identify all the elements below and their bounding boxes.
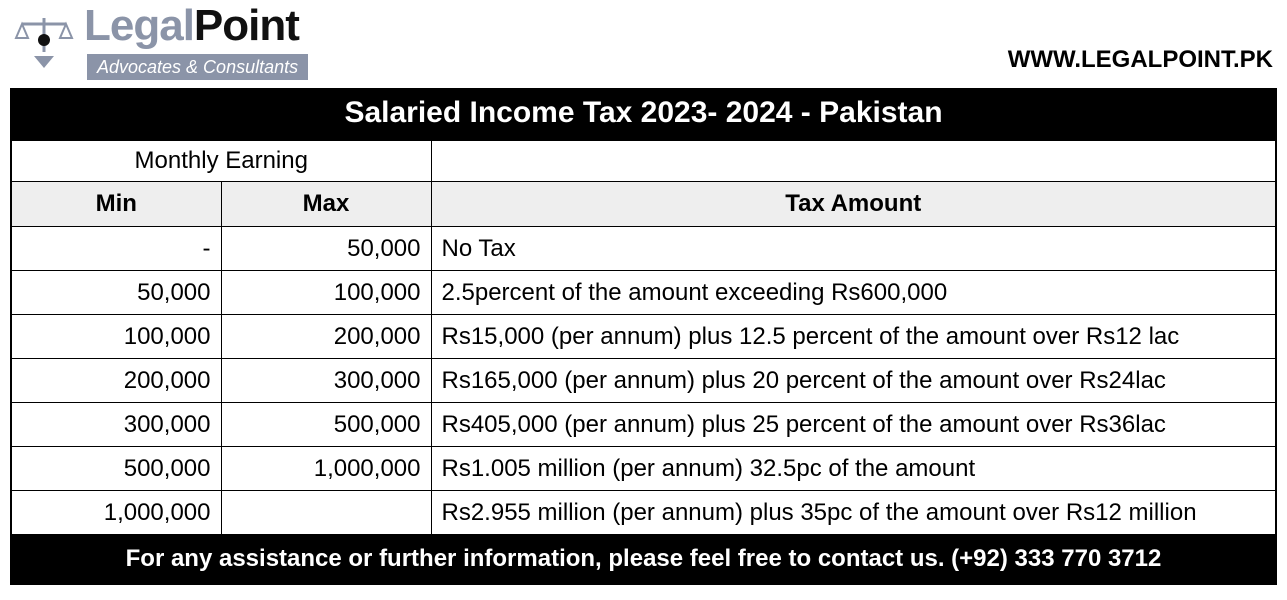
cell-max: 500,000	[221, 403, 431, 447]
cell-tax: Rs15,000 (per annum) plus 12.5 percent o…	[431, 315, 1276, 359]
cell-max: 300,000	[221, 359, 431, 403]
table-row: -50,000No Tax	[11, 227, 1276, 271]
cell-min: 100,000	[11, 315, 221, 359]
website-url: WWW.LEGALPOINT.PK	[1008, 46, 1273, 80]
cell-tax: No Tax	[431, 227, 1276, 271]
table-row: 50,000100,0002.5percent of the amount ex…	[11, 271, 1276, 315]
cell-max: 50,000	[221, 227, 431, 271]
group-header-earning: Monthly Earning	[11, 141, 431, 182]
cell-min: -	[11, 227, 221, 271]
cell-tax: 2.5percent of the amount exceeding Rs600…	[431, 271, 1276, 315]
tax-table: Salaried Income Tax 2023- 2024 - Pakista…	[10, 88, 1277, 585]
table-title: Salaried Income Tax 2023- 2024 - Pakista…	[11, 89, 1276, 141]
brand-logo: LegalPoint Advocates & Consultants	[14, 4, 311, 80]
cell-max: 100,000	[221, 271, 431, 315]
table-row: 300,000500,000Rs405,000 (per annum) plus…	[11, 403, 1276, 447]
cell-tax: Rs1.005 million (per annum) 32.5pc of th…	[431, 447, 1276, 491]
cell-min: 500,000	[11, 447, 221, 491]
cell-tax: Rs165,000 (per annum) plus 20 percent of…	[431, 359, 1276, 403]
table-row: 500,0001,000,000Rs1.005 million (per ann…	[11, 447, 1276, 491]
table-row: 200,000300,000Rs165,000 (per annum) plus…	[11, 359, 1276, 403]
brand-tagline: Advocates & Consultants	[84, 54, 311, 80]
brand-name: LegalPoint	[84, 4, 311, 48]
page-header: LegalPoint Advocates & Consultants WWW.L…	[10, 0, 1277, 88]
col-header-max: Max	[221, 182, 431, 227]
cell-min: 300,000	[11, 403, 221, 447]
brand-part2: Point	[194, 1, 299, 50]
table-row: 100,000200,000Rs15,000 (per annum) plus …	[11, 315, 1276, 359]
cell-max: 1,000,000	[221, 447, 431, 491]
cell-min: 50,000	[11, 271, 221, 315]
brand-part1: Legal	[84, 1, 194, 50]
cell-min: 200,000	[11, 359, 221, 403]
table-row: 1,000,000 Rs2.955 million (per annum) pl…	[11, 491, 1276, 535]
col-header-tax: Tax Amount	[431, 182, 1276, 227]
cell-max	[221, 491, 431, 535]
cell-tax: Rs2.955 million (per annum) plus 35pc of…	[431, 491, 1276, 535]
table-footer: For any assistance or further informatio…	[11, 535, 1276, 585]
group-header-empty	[431, 141, 1276, 182]
cell-min: 1,000,000	[11, 491, 221, 535]
col-header-min: Min	[11, 182, 221, 227]
cell-max: 200,000	[221, 315, 431, 359]
scales-icon	[14, 12, 74, 72]
cell-tax: Rs405,000 (per annum) plus 25 percent of…	[431, 403, 1276, 447]
